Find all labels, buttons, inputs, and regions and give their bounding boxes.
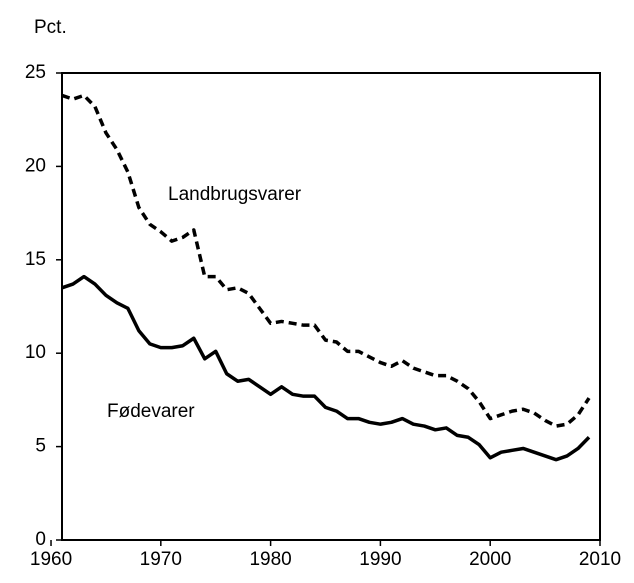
series-label: Fødevarer: [107, 401, 195, 422]
y-tick-label: 15: [25, 249, 46, 270]
x-tick-label: 1990: [359, 549, 401, 570]
y-tick-label: 5: [35, 436, 46, 457]
series-line: [61, 274, 591, 462]
series-label: Landbrugsvarer: [168, 184, 302, 205]
x-tick-label: 1980: [249, 549, 291, 570]
x-tick-label: 2010: [579, 549, 621, 570]
plot-frame: [61, 72, 601, 541]
x-tick-label: 1970: [140, 549, 182, 570]
series-line: [61, 93, 591, 428]
y-tick-label: 20: [25, 155, 46, 176]
y-tick-label: 0: [35, 529, 46, 550]
x-tick-label: 1960: [30, 549, 72, 570]
y-tick-label: 25: [25, 62, 46, 83]
x-tick-label: 2000: [469, 549, 511, 570]
y-axis-label: Pct.: [34, 17, 67, 38]
y-tick-label: 10: [25, 342, 46, 363]
